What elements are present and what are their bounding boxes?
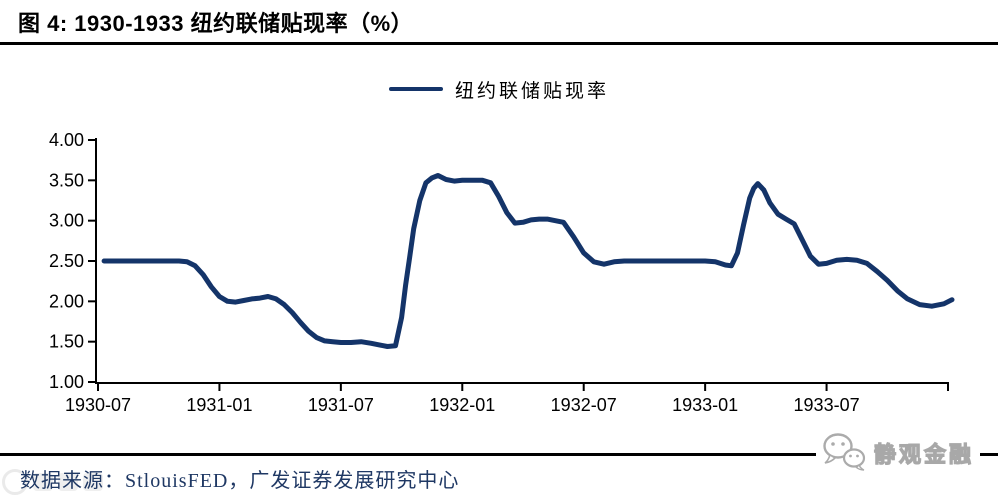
x-tick-label: 1931-07 bbox=[308, 395, 374, 415]
rate-line bbox=[101, 173, 955, 349]
x-tick-label: 1931-01 bbox=[186, 395, 252, 415]
y-tick-label: 4.00 bbox=[49, 130, 84, 150]
footer-rule bbox=[0, 453, 998, 456]
brand-label: 静观金融 bbox=[873, 441, 975, 467]
legend-line-swatch bbox=[388, 87, 443, 91]
page-title: 图 4: 1930-1933 纽约联储贴现率（%） bbox=[18, 11, 414, 36]
y-tick-label: 2.50 bbox=[49, 251, 84, 271]
x-tick-label: 1930-07 bbox=[65, 395, 131, 415]
y-tick-label: 3.50 bbox=[49, 170, 84, 190]
x-tick-label: 1932-07 bbox=[551, 395, 617, 415]
chart-legend: 纽约联储贴现率 bbox=[0, 78, 998, 102]
x-tick-label: 1933-01 bbox=[672, 395, 738, 415]
y-tick-label: 2.00 bbox=[49, 291, 84, 311]
wechat-icon bbox=[823, 433, 866, 471]
x-tick-label: 1932-01 bbox=[429, 395, 495, 415]
brand-badge: 静观金融 bbox=[816, 431, 981, 475]
y-tick-label: 1.50 bbox=[49, 332, 84, 352]
data-source-text: 数据来源：StlouisFED，广发证券发展研究中心 bbox=[20, 470, 460, 492]
legend-label: 纽约联储贴现率 bbox=[454, 80, 609, 102]
title-underline-rule bbox=[0, 42, 998, 45]
y-tick-label: 3.00 bbox=[49, 211, 84, 231]
x-tick-label: 1933-07 bbox=[794, 395, 860, 415]
y-tick-label: 1.00 bbox=[49, 372, 84, 392]
